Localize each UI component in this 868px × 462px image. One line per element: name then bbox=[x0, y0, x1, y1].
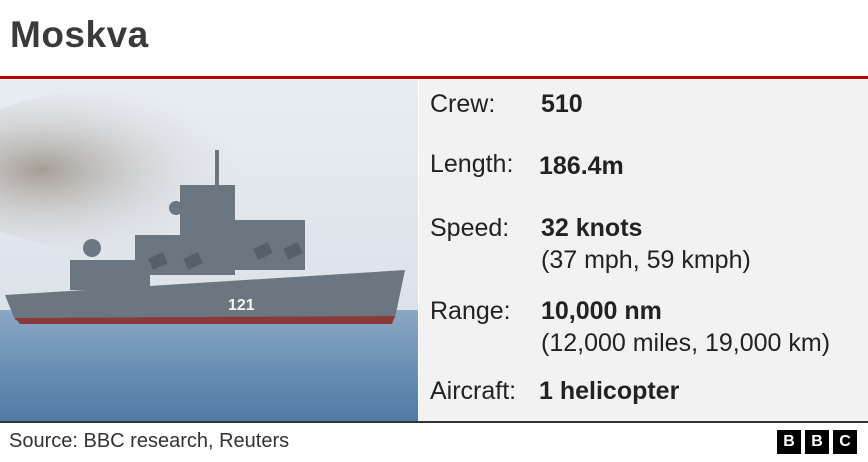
bbc-logo: B B C bbox=[777, 430, 857, 454]
spec-subvalue: (12,000 miles, 19,000 km) bbox=[541, 329, 831, 357]
logo-letter: B bbox=[805, 430, 829, 454]
spec-label: Range: bbox=[430, 297, 511, 325]
title-divider bbox=[0, 76, 868, 79]
source-note: Source: BBC research, Reuters bbox=[9, 430, 290, 452]
spec-value: 32 knots bbox=[541, 214, 643, 242]
spec-label: Crew: bbox=[430, 90, 496, 118]
footer-divider bbox=[0, 421, 868, 423]
logo-letter: B bbox=[777, 430, 801, 454]
spec-label: Speed: bbox=[430, 214, 510, 242]
ship-photo: 121 bbox=[0, 80, 418, 421]
spec-subvalue: (37 mph, 59 kmph) bbox=[541, 246, 751, 274]
spec-value: 186.4m bbox=[539, 152, 624, 180]
spec-value: 1 helicopter bbox=[539, 377, 680, 405]
hull-number: 121 bbox=[228, 297, 255, 314]
spec-value: 510 bbox=[541, 90, 583, 118]
spec-value: 10,000 nm bbox=[541, 297, 662, 325]
spec-label: Aircraft: bbox=[430, 377, 517, 405]
logo-letter: C bbox=[833, 430, 857, 454]
spec-label: Length: bbox=[430, 150, 514, 178]
page-title: Moskva bbox=[10, 14, 149, 55]
specs-panel: Crew: 510 Length: 186.4m Speed: 32 knots… bbox=[419, 80, 868, 421]
